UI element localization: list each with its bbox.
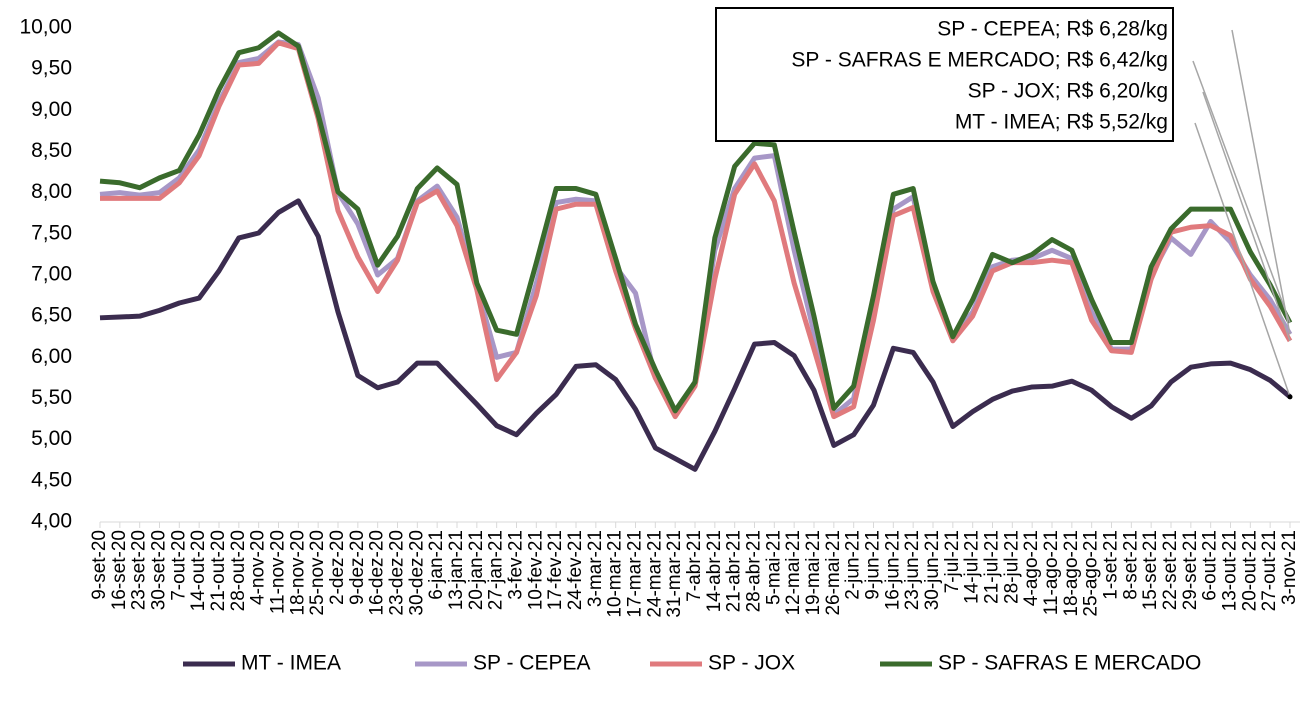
end-dot [1287, 394, 1293, 400]
x-tick-label: 11-ago-21 [1041, 530, 1062, 615]
x-tick-label: 8-set-21 [1120, 530, 1141, 600]
x-tick-label: 20-out-21 [1239, 530, 1260, 611]
x-tick-label: 21-jul-21 [982, 530, 1003, 604]
x-tick-label: 21-out-20 [208, 530, 229, 611]
annotation: SP - SAFRAS E MERCADO; R$ 6,42/kg [791, 49, 1168, 72]
leader-line [1202, 91, 1291, 342]
x-tick-label: 27-out-21 [1259, 530, 1280, 611]
legend-label: MT - IMEA [241, 652, 341, 675]
x-tick-label: 30-jun-21 [922, 530, 943, 610]
x-tick-label: 23-set-20 [129, 530, 150, 610]
y-tick-label: 7,00 [31, 263, 72, 286]
x-tick-label: 30-set-20 [149, 530, 170, 610]
x-tick-label: 9-dez-20 [347, 530, 368, 605]
x-tick-label: 2-jun-21 [843, 530, 864, 600]
legend-label: SP - CEPEA [473, 652, 591, 675]
y-tick-label: 8,50 [31, 139, 72, 162]
legend-label: SP - JOX [708, 652, 795, 675]
x-tick-label: 16-dez-20 [367, 530, 388, 616]
x-tick-label: 7-out-20 [168, 530, 189, 601]
x-tick-label: 20-jan-21 [466, 530, 487, 610]
y-tick-label: 6,50 [31, 304, 72, 327]
x-tick-label: 14-jul-21 [962, 530, 983, 604]
x-tick-label: 27-jan-21 [486, 530, 507, 610]
x-tick-label: 15-set-21 [1140, 530, 1161, 610]
y-tick-label: 4,00 [31, 510, 72, 533]
x-tick-label: 23-dez-20 [387, 530, 408, 616]
x-tick-label: 5-mai-21 [763, 530, 784, 605]
x-tick-label: 23-jun-21 [902, 530, 923, 610]
x-tick-label: 16-jun-21 [882, 530, 903, 610]
x-tick-label: 28-abr-21 [744, 530, 765, 612]
y-tick-label: 9,50 [31, 57, 72, 80]
series-line [99, 30, 1293, 414]
x-tick-label: 28-jul-21 [1001, 530, 1022, 604]
y-tick-label: 5,00 [31, 427, 72, 450]
x-tick-label: 30-dez-20 [406, 530, 427, 616]
x-tick-label: 16-set-20 [109, 530, 130, 610]
x-tick-label: 12-mai-21 [783, 530, 804, 616]
leader-line [1192, 60, 1291, 324]
x-tick-label: 28-out-20 [228, 530, 249, 611]
series-line [99, 198, 1292, 472]
x-tick-label: 25-ago-21 [1081, 530, 1102, 617]
leader-line [1231, 29, 1291, 335]
x-tick-label: 6-jan-21 [426, 530, 447, 600]
x-tick-label: 11-nov-20 [268, 530, 289, 614]
x-tick-label: 31-mar-21 [664, 530, 685, 618]
x-tick-label: 29-set-21 [1180, 530, 1201, 610]
x-tick-label: 17-fev-21 [545, 530, 566, 610]
x-tick-label: 7-abr-21 [684, 530, 705, 602]
x-tick-label: 25-nov-20 [307, 530, 328, 616]
annotation: MT - IMEA; R$ 5,52/kg [955, 111, 1168, 134]
x-tick-label: 2-dez-20 [327, 530, 348, 605]
x-tick-label: 18-nov-20 [287, 530, 308, 616]
x-tick-label: 3-mar-21 [585, 530, 606, 607]
x-tick-label: 9-jun-21 [863, 530, 884, 600]
x-tick-label: 18-ago-21 [1061, 530, 1082, 617]
x-tick-label: 22-set-21 [1160, 530, 1181, 610]
x-tick-label: 3-nov-21 [1279, 530, 1300, 605]
x-tick-label: 24-fev-21 [565, 530, 586, 610]
x-tick-label: 3-fev-21 [506, 530, 527, 600]
x-tick-label: 26-mai-21 [823, 530, 844, 616]
y-tick-label: 9,00 [31, 98, 72, 121]
legend-label: SP - SAFRAS E MERCADO [938, 652, 1201, 675]
x-tick-label: 13-jan-21 [446, 530, 467, 610]
x-tick-label: 10-mar-21 [605, 530, 626, 618]
x-tick-label: 14-abr-21 [704, 530, 725, 612]
x-tick-label: 24-mar-21 [644, 530, 665, 618]
y-tick-label: 8,00 [31, 180, 72, 203]
y-tick-label: 5,50 [31, 386, 72, 409]
y-tick-label: 10,00 [19, 16, 72, 39]
x-tick-label: 4-ago-21 [1021, 530, 1042, 606]
y-tick-label: 4,50 [31, 468, 72, 491]
y-tick-label: 6,00 [31, 345, 72, 368]
x-tick-label: 14-out-20 [188, 530, 209, 611]
y-tick-label: 7,50 [31, 221, 72, 244]
x-tick-label: 10-fev-21 [525, 530, 546, 610]
x-tick-label: 7-jul-21 [942, 530, 963, 593]
annotation-box [715, 7, 1174, 142]
x-tick-label: 19-mai-21 [803, 530, 824, 616]
annotation: SP - CEPEA; R$ 6,28/kg [937, 18, 1168, 41]
x-tick-label: 13-out-21 [1220, 530, 1241, 611]
x-tick-label: 4-nov-20 [248, 530, 269, 605]
x-tick-label: 21-abr-21 [724, 530, 745, 612]
x-tick-label: 9-set-20 [89, 530, 110, 600]
annotation: SP - JOX; R$ 6,20/kg [968, 80, 1168, 103]
x-tick-label: 17-mar-21 [625, 530, 646, 618]
x-tick-label: 6-out-21 [1200, 530, 1221, 601]
x-tick-label: 1-set-21 [1101, 530, 1122, 600]
leader-line [1194, 122, 1291, 398]
